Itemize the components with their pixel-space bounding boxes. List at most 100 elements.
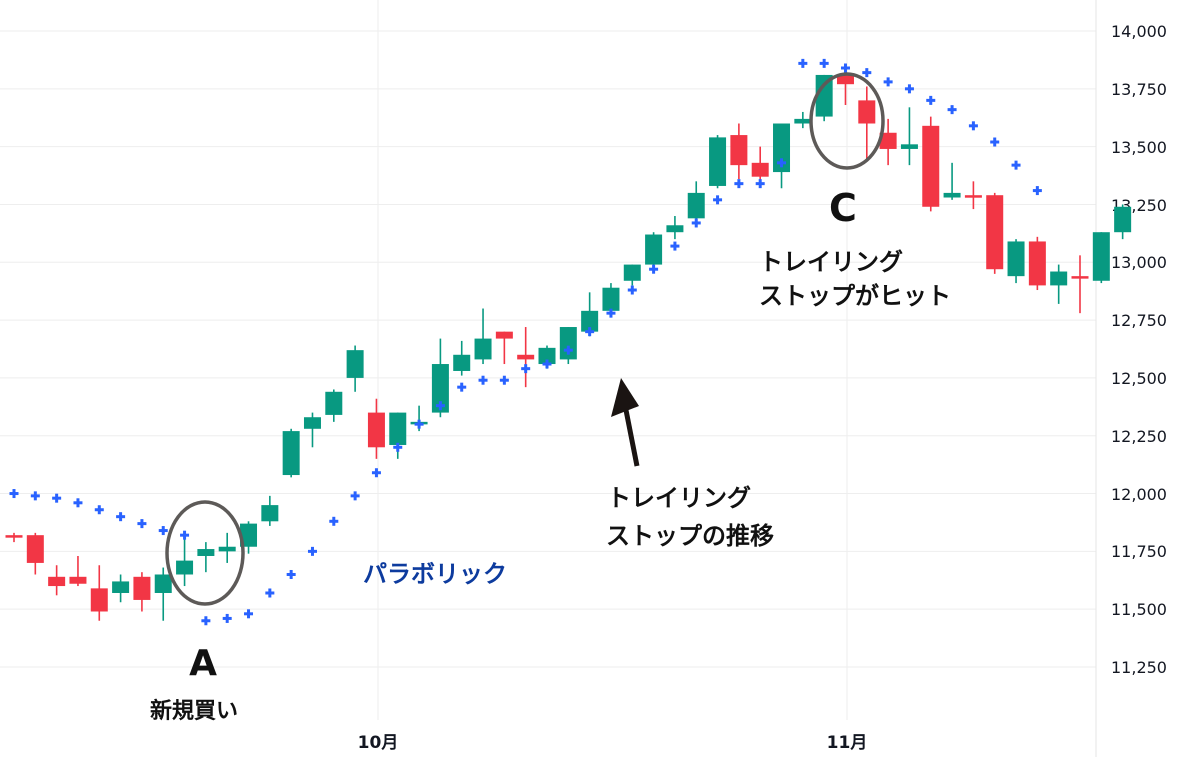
psar-dot-plus-icon bbox=[1032, 186, 1042, 196]
parabolic-sar-label: パラボリック bbox=[363, 560, 507, 588]
psar-dot-plus-icon bbox=[691, 218, 701, 228]
psar-dot-plus-icon bbox=[926, 95, 936, 105]
candle-up bbox=[218, 532, 236, 563]
y-tick-label: 12,000 bbox=[1111, 485, 1167, 504]
x-tick-label-november: 11月 bbox=[827, 733, 868, 753]
candle-up bbox=[559, 327, 577, 365]
candle-up bbox=[453, 340, 471, 376]
candle-up bbox=[794, 111, 812, 129]
candle-up bbox=[112, 574, 130, 603]
grid-lines bbox=[0, 0, 1097, 757]
candle-up bbox=[1007, 239, 1025, 284]
psar-dot-plus-icon bbox=[606, 308, 616, 318]
psar-dot-plus-icon bbox=[457, 382, 467, 392]
psar-dot-plus-icon bbox=[329, 516, 339, 526]
psar-dot-plus-icon bbox=[244, 609, 254, 619]
parabolic-sar-dots bbox=[9, 58, 1042, 626]
psar-dot-plus-icon bbox=[414, 419, 424, 429]
psar-dot-plus-icon bbox=[52, 493, 62, 503]
candle-up bbox=[389, 412, 407, 459]
candle-up bbox=[474, 308, 492, 365]
y-tick-label: 12,750 bbox=[1111, 311, 1167, 330]
psar-dot-plus-icon bbox=[734, 179, 744, 189]
candle-down bbox=[986, 192, 1004, 274]
candle-down bbox=[48, 565, 66, 596]
psar-dot-plus-icon bbox=[222, 613, 232, 623]
candles bbox=[5, 65, 1132, 621]
candle-down bbox=[751, 146, 769, 184]
psar-dot-plus-icon bbox=[585, 327, 595, 337]
candle-up bbox=[900, 107, 918, 166]
arrow-icon bbox=[611, 378, 640, 467]
candle-down bbox=[133, 572, 151, 612]
y-tick-label: 11,250 bbox=[1111, 658, 1167, 677]
candle-up bbox=[303, 412, 321, 448]
psar-dot-plus-icon bbox=[393, 442, 403, 452]
candle-down bbox=[1071, 255, 1089, 314]
psar-dot-plus-icon bbox=[968, 121, 978, 131]
psar-dot-plus-icon bbox=[819, 58, 829, 68]
y-tick-label: 11,500 bbox=[1111, 600, 1167, 619]
candle-up bbox=[666, 216, 684, 240]
psar-dot-plus-icon bbox=[94, 505, 104, 515]
candle-up bbox=[709, 135, 727, 189]
y-tick-label: 12,500 bbox=[1111, 369, 1167, 388]
candle-up bbox=[773, 123, 791, 189]
annotation-a-caption: 新規買い bbox=[150, 698, 238, 724]
candle-down bbox=[517, 327, 535, 388]
y-tick-label: 13,000 bbox=[1111, 253, 1167, 272]
candle-up bbox=[1092, 232, 1110, 284]
y-tick-label: 12,250 bbox=[1111, 427, 1167, 446]
candle-down bbox=[730, 123, 748, 180]
psar-dot-plus-icon bbox=[371, 468, 381, 478]
candle-down bbox=[1028, 236, 1046, 291]
candle-up bbox=[176, 532, 194, 587]
psar-dot-plus-icon bbox=[137, 519, 147, 529]
candle-up bbox=[261, 495, 279, 526]
annotation-trail-line2: ストップの推移 bbox=[606, 522, 774, 550]
psar-dot-plus-icon bbox=[499, 375, 509, 385]
candle-down bbox=[26, 532, 44, 575]
psar-dot-plus-icon bbox=[904, 84, 914, 94]
psar-dot-plus-icon bbox=[947, 105, 957, 115]
x-axis[interactable]: 10月 11月 bbox=[358, 733, 868, 753]
psar-dot-plus-icon bbox=[840, 63, 850, 73]
y-axis[interactable]: 14,000 13,750 13,500 13,250 13,000 12,75… bbox=[1111, 22, 1167, 677]
psar-dot-plus-icon bbox=[350, 491, 360, 501]
candle-up bbox=[282, 428, 300, 478]
candle-down bbox=[69, 555, 87, 587]
psar-dot-plus-icon bbox=[435, 401, 445, 411]
candle-up bbox=[346, 345, 364, 392]
candle-up bbox=[1050, 264, 1068, 304]
candle-up bbox=[687, 181, 705, 221]
candle-down bbox=[879, 118, 897, 166]
candle-down bbox=[922, 116, 940, 212]
candle-up bbox=[154, 567, 172, 621]
psar-dot-plus-icon bbox=[180, 530, 190, 540]
annotation-a-letter: A bbox=[189, 643, 217, 684]
candle-up bbox=[240, 521, 258, 554]
candle-up bbox=[1114, 204, 1132, 240]
psar-dot-plus-icon bbox=[307, 546, 317, 556]
psar-dot-plus-icon bbox=[201, 616, 211, 626]
x-tick-label-october: 10月 bbox=[358, 733, 399, 753]
candle-down bbox=[367, 398, 385, 459]
candle-up bbox=[943, 162, 961, 200]
y-tick-label: 13,500 bbox=[1111, 138, 1167, 157]
annotation-c-letter: C bbox=[829, 186, 857, 230]
psar-dot-plus-icon bbox=[713, 195, 723, 205]
psar-dot-plus-icon bbox=[265, 588, 275, 598]
psar-dot-plus-icon bbox=[563, 345, 573, 355]
psar-dot-plus-icon bbox=[158, 526, 168, 536]
psar-dot-plus-icon bbox=[798, 58, 808, 68]
psar-dot-plus-icon bbox=[1011, 160, 1021, 170]
annotation-c-line2: ストップがヒット bbox=[759, 282, 951, 310]
psar-dot-plus-icon bbox=[883, 77, 893, 87]
psar-dot-plus-icon bbox=[73, 498, 83, 508]
candle-up bbox=[325, 389, 343, 422]
annotation-trail-line1: トレイリング bbox=[607, 484, 751, 512]
candle-up bbox=[623, 264, 641, 286]
psar-dot-plus-icon bbox=[521, 364, 531, 374]
